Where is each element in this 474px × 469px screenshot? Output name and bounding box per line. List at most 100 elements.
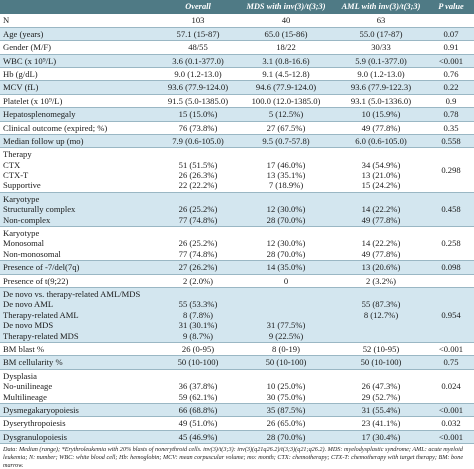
cell-line: Clinical outcome (expired; %) (3, 122, 108, 133)
value-cell: 93.1 (5.0-1336.0) (334, 94, 428, 109)
cell-line: 2 (2.0%) (182, 275, 214, 286)
cell-line: No-unilineage (3, 381, 53, 392)
cell-line: 9.0 (1.2-13.0) (174, 68, 222, 79)
table-row: Platelet (x 10⁹/L) 91.5 (5.0-1385.0) 100.0… (0, 94, 474, 109)
cell-line: 26 (65.0%) (266, 418, 306, 429)
value-cell: 52 (10-95) (334, 342, 428, 357)
cell-line: 0.35 (443, 122, 459, 133)
table-row: Clinical outcome (expired; %) 76 (73.8%) 2… (0, 121, 474, 135)
value-cell: 3.1 (0.8-16.6) (238, 54, 334, 68)
cell-line: 34 (54.9%) (361, 159, 401, 170)
cell-line: 27 (67.5%) (266, 122, 306, 133)
cell-line: 35 (87.5%) (266, 404, 306, 415)
table-row: Dysgranulopoiesis 45 (46.9%) 28 (70.0%) 17 … (0, 430, 474, 445)
header-cell (0, 0, 158, 15)
cell-line: 0.91 (443, 42, 459, 53)
value-cell: 12 (30.0%) 28 (70.0%) (238, 192, 334, 228)
cell-line: 0.22 (443, 82, 459, 93)
cell-line: Therapy (3, 149, 32, 160)
header-cell: P value (428, 0, 474, 15)
cell-line: <0.001 (438, 404, 464, 415)
cell-line: 31 (77.5%) (266, 320, 306, 331)
row-label: Hb (g/dL) (0, 67, 158, 82)
cell-line: 31 (30.1%) (178, 320, 218, 331)
cell-line: 22 (22.2%) (178, 180, 218, 191)
value-cell: 66 (68.8%) (158, 403, 238, 418)
cell-line: 65.0 (15-86) (264, 28, 308, 39)
p-value-cell: 0.032 (428, 416, 474, 431)
cell-line: 27 (26.2%) (178, 262, 218, 273)
cell-line: 28 (70.0%) (266, 248, 306, 259)
cell-line: Multilineage (3, 391, 47, 402)
cell-line: 0.024 (441, 381, 461, 392)
value-cell: 14 (22.2%) 49 (77.8%) (334, 192, 428, 228)
value-cell: 6.0 (0.6-105.0) (334, 134, 428, 149)
value-cell: 10 (25.0%) 30 (75.0%) (238, 369, 334, 404)
table-body: N 103 40 63 Age (years) 57.1 (15-87) 65.0 (15… (0, 14, 474, 445)
value-cell: 26 (0-95) (158, 342, 238, 357)
cell-line: 30/33 (371, 42, 391, 53)
cell-line: 48/55 (188, 42, 208, 53)
cell-line: 7 (18.9%) (268, 180, 304, 191)
cell-line: De novo MDS (3, 320, 54, 331)
cell-line: 14 (22.2%) (361, 238, 401, 249)
cell-line: 59 (62.1%) (178, 391, 218, 402)
p-value-cell: 0.098 (428, 260, 474, 275)
cell-line: Median follow up (mo) (3, 135, 84, 146)
cell-line: 0.954 (441, 309, 461, 320)
footnote: Data: Median (range); *Erythroleukemia w… (3, 446, 464, 469)
table-row: Hepatosplenomegaly 15 (15.0%) 5 (12.5%) 10 … (0, 107, 474, 122)
cell-line: 9 (8.7%) (182, 330, 214, 341)
value-cell: 51 (51.5%) 26 (26.3%) 22 (22.2%) (158, 147, 238, 193)
row-label: MCV (fL) (0, 80, 158, 95)
value-cell: 27 (67.5%) (238, 121, 334, 135)
cell-line: 15 (24.2%) (361, 180, 401, 191)
value-cell: 49 (51.0%) (158, 416, 238, 431)
cell-line: 91.5 (5.0-1385.0) (167, 95, 229, 106)
cell-line: 17 (30.4%) (361, 431, 401, 442)
table-row: BM cellularity % 50 (10-100) 50 (10-100) 50… (0, 355, 474, 370)
row-label: Karyotype Structurally complex Non-complex (0, 192, 158, 228)
value-cell: 17 (30.4%) (334, 430, 428, 445)
value-cell: 9.5 (0.7-57.8) (238, 134, 334, 149)
cell-line: 49 (51.0%) (178, 418, 218, 429)
value-cell: 18/22 (238, 40, 334, 55)
cell-line: 13 (21.0%) (361, 170, 401, 181)
cell-line: <0.001 (438, 431, 464, 442)
cell-line: 14 (22.2%) (361, 204, 401, 215)
row-label: De novo vs. therapy-related AML/MDS De no… (0, 287, 158, 343)
cell-line: 57.1 (15-87) (176, 28, 220, 39)
p-value-cell: 0.954 (428, 287, 474, 343)
value-cell: 10 (15.9%) (334, 107, 428, 122)
cell-line: MCV (fL) (3, 82, 39, 93)
cell-line: 12 (30.0%) (266, 238, 306, 249)
cell-line (240, 310, 332, 320)
cell-line: 30 (75.0%) (266, 391, 306, 402)
value-cell: 91.5 (5.0-1385.0) (158, 94, 238, 109)
row-label: Clinical outcome (expired; %) (0, 121, 158, 135)
table-row: De novo vs. therapy-related AML/MDS De no… (0, 287, 474, 343)
p-value-cell (428, 14, 474, 28)
cell-line: 51 (51.5%) (178, 159, 218, 170)
value-cell: 55.0 (17-87) (334, 27, 428, 42)
cell-line: 52 (10-95) (362, 343, 400, 354)
cell-line: 9.1 (4.5-12.8) (262, 68, 310, 79)
cell-line: 28 (70.0%) (266, 431, 306, 442)
cell-line: Dysmegakaryopoiesis (3, 404, 79, 415)
table-row: N 103 40 63 (0, 14, 474, 28)
table-row: WBC (x 10⁹/L) 3.6 (0.1-377.0) 3.1 (0.8-16.… (0, 54, 474, 68)
row-label: BM blast % (0, 342, 158, 357)
cell-line: 12 (30.0%) (266, 204, 306, 215)
header-row: Overall MDS with inv(3)/t(3;3) AML with in… (0, 0, 474, 15)
cell-line: 29 (52.7%) (361, 391, 401, 402)
value-cell: 55 (53.3%) 8 (7.8%) 31 (30.1%) 9 (8.7%) (158, 287, 238, 343)
p-value-cell: 0.35 (428, 121, 474, 135)
table-row: Dyserythropoiesis 49 (51.0%) 26 (65.0%) 23 … (0, 416, 474, 431)
cell-line: 26 (25.2%) (178, 204, 218, 215)
cell-line: Karyotype (3, 228, 40, 239)
value-cell: 31 (77.5%) 9 (22.5%) (238, 287, 334, 343)
p-value-cell: 0.024 (428, 369, 474, 404)
value-cell: 103 (158, 14, 238, 28)
cell-line: 76 (73.8%) (178, 122, 218, 133)
